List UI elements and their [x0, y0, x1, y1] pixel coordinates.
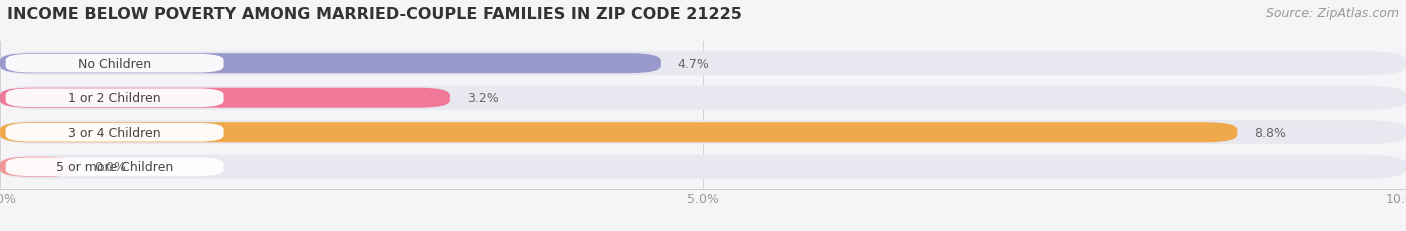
Text: 8.8%: 8.8% — [1254, 126, 1286, 139]
FancyBboxPatch shape — [0, 121, 1406, 145]
Text: 3 or 4 Children: 3 or 4 Children — [69, 126, 160, 139]
FancyBboxPatch shape — [6, 158, 224, 176]
Text: No Children: No Children — [77, 58, 152, 70]
Text: INCOME BELOW POVERTY AMONG MARRIED-COUPLE FAMILIES IN ZIP CODE 21225: INCOME BELOW POVERTY AMONG MARRIED-COUPL… — [7, 7, 742, 22]
Text: 0.0%: 0.0% — [94, 161, 127, 173]
FancyBboxPatch shape — [0, 155, 1406, 179]
FancyBboxPatch shape — [0, 157, 77, 177]
FancyBboxPatch shape — [6, 55, 224, 73]
Text: 1 or 2 Children: 1 or 2 Children — [69, 92, 160, 105]
FancyBboxPatch shape — [0, 88, 450, 108]
FancyBboxPatch shape — [0, 52, 1406, 76]
FancyBboxPatch shape — [6, 89, 224, 108]
Text: Source: ZipAtlas.com: Source: ZipAtlas.com — [1265, 7, 1399, 20]
Text: 3.2%: 3.2% — [467, 92, 499, 105]
Text: 4.7%: 4.7% — [678, 58, 710, 70]
FancyBboxPatch shape — [0, 54, 661, 74]
FancyBboxPatch shape — [0, 123, 1237, 143]
FancyBboxPatch shape — [6, 123, 224, 142]
FancyBboxPatch shape — [0, 86, 1406, 110]
Text: 5 or more Children: 5 or more Children — [56, 161, 173, 173]
